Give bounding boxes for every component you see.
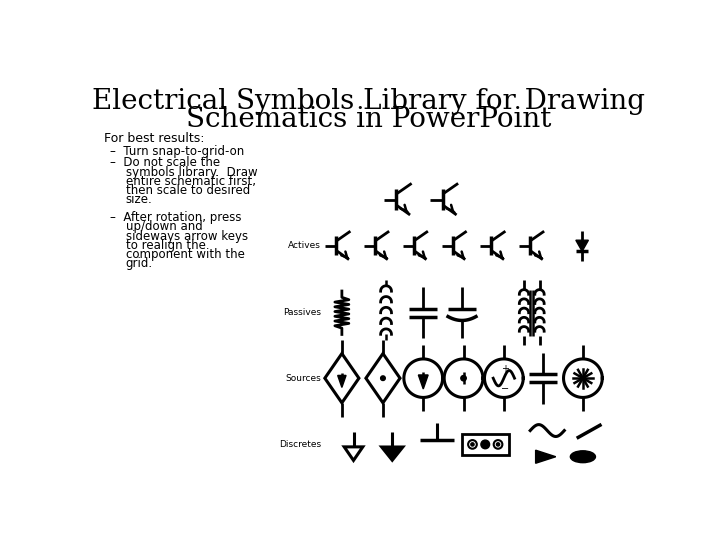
Circle shape bbox=[461, 375, 467, 381]
Text: entire schematic first,: entire schematic first, bbox=[126, 175, 256, 188]
Text: Sources: Sources bbox=[285, 374, 321, 383]
Text: symbols library.  Draw: symbols library. Draw bbox=[126, 166, 257, 179]
Text: up/down and: up/down and bbox=[126, 220, 202, 233]
Circle shape bbox=[381, 376, 385, 381]
Polygon shape bbox=[418, 375, 428, 389]
Text: Passives: Passives bbox=[283, 308, 321, 317]
Text: Actives: Actives bbox=[288, 241, 321, 250]
Text: sideways arrow keys: sideways arrow keys bbox=[126, 230, 248, 242]
Polygon shape bbox=[576, 240, 588, 251]
Polygon shape bbox=[338, 375, 346, 387]
Text: grid.: grid. bbox=[126, 257, 153, 271]
Text: +: + bbox=[501, 364, 510, 374]
Polygon shape bbox=[536, 450, 556, 463]
Text: −: − bbox=[501, 384, 510, 394]
Text: to realign the: to realign the bbox=[126, 239, 205, 252]
Ellipse shape bbox=[570, 451, 595, 463]
Text: –  Do not scale the: – Do not scale the bbox=[110, 157, 220, 170]
Text: Discretes: Discretes bbox=[279, 440, 321, 449]
Text: –  After rotation, press: – After rotation, press bbox=[110, 211, 242, 224]
Circle shape bbox=[496, 443, 500, 446]
Text: Schematics in PowerPoint: Schematics in PowerPoint bbox=[186, 106, 552, 133]
Circle shape bbox=[481, 440, 490, 449]
Text: For best results:: For best results: bbox=[104, 132, 204, 145]
Circle shape bbox=[471, 443, 474, 446]
Text: component with the: component with the bbox=[126, 248, 245, 261]
Bar bbox=[462, 434, 508, 455]
Polygon shape bbox=[382, 447, 403, 461]
Text: Electrical Symbols Library for Drawing: Electrical Symbols Library for Drawing bbox=[92, 88, 646, 115]
Text: size.: size. bbox=[126, 193, 153, 206]
Text: –  Turn snap-to-grid-on: – Turn snap-to-grid-on bbox=[110, 145, 244, 158]
Text: then scale to desired: then scale to desired bbox=[126, 184, 250, 197]
